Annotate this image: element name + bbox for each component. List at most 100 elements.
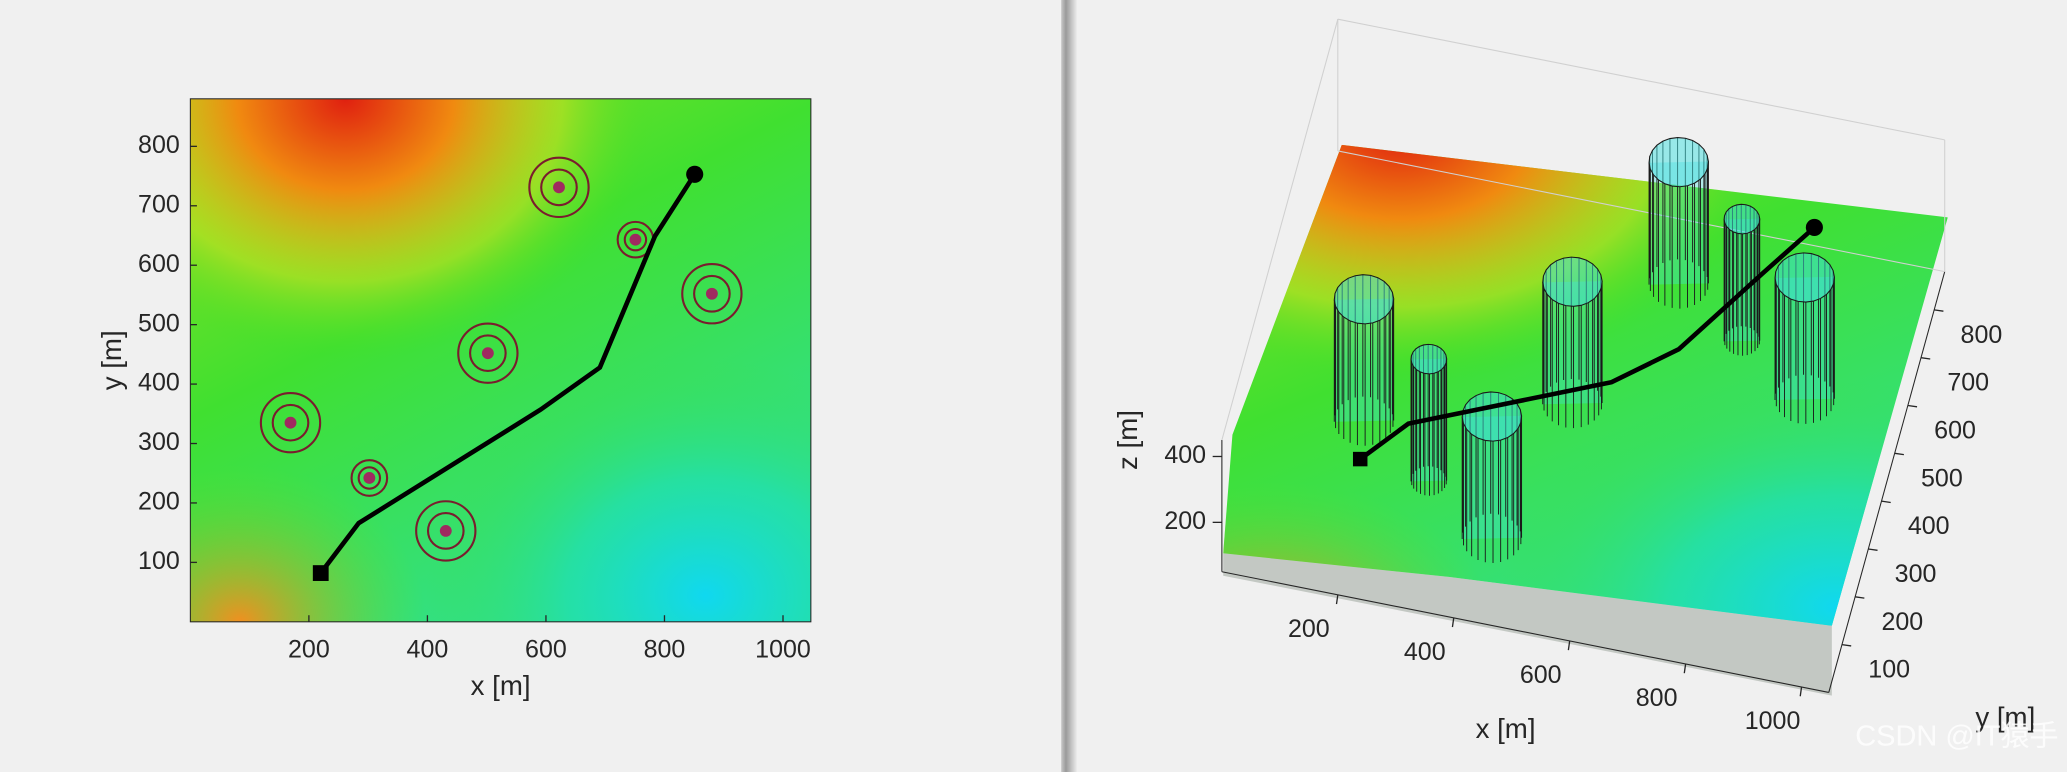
- threat-center: [284, 416, 297, 429]
- threat-center: [705, 287, 718, 300]
- x-tick: [1567, 640, 1571, 651]
- threat-cylinder-lines: [1774, 252, 1835, 424]
- x-tick-label: 800: [1636, 684, 1678, 712]
- threat-cylinder-lines: [1542, 257, 1603, 429]
- path-line: [1358, 225, 1816, 461]
- y-tick-label: 500: [138, 309, 180, 337]
- threat-cylinder-body: [1724, 218, 1760, 342]
- y-tick-label: 300: [138, 428, 180, 456]
- threat-ring: [681, 263, 743, 325]
- y-tick-label: 100: [1868, 656, 1910, 684]
- threat-cylinder-lines: [1461, 391, 1523, 563]
- threat-cylinder-lines: [1333, 274, 1395, 446]
- threat-inner-ring: [357, 466, 382, 490]
- y-tick-label: 600: [138, 250, 180, 278]
- threat-cylinder-body: [1775, 276, 1835, 400]
- threat-ring: [457, 322, 519, 384]
- terrain-map: [190, 98, 811, 622]
- threat-cylinder-top: [1333, 274, 1395, 325]
- axes-box: [189, 98, 812, 623]
- y-tick-label: 300: [1895, 560, 1937, 588]
- threat-ring: [415, 500, 477, 562]
- threat-cylinder-lines: [1648, 137, 1709, 309]
- x-tick: [1335, 594, 1339, 605]
- threat-center: [481, 347, 494, 360]
- x-tick-label: 600: [525, 635, 567, 663]
- threat-center: [363, 472, 376, 484]
- y-tick: [1841, 643, 1852, 647]
- y-tick-label: 400: [138, 369, 180, 397]
- x-tick-label: 400: [407, 635, 449, 663]
- y-tick-label: 700: [138, 190, 180, 218]
- threat-cylinder-body: [1649, 161, 1709, 285]
- start-marker: [1352, 451, 1368, 467]
- threat-cylinder-top: [1774, 252, 1835, 303]
- y-axis-label: y [m]: [1975, 701, 2035, 732]
- threat-cylinder-top: [1648, 137, 1709, 188]
- y-tick: [1934, 309, 1944, 312]
- x-axis-label: x [m]: [471, 670, 531, 701]
- axes-box-edge: [1828, 271, 1946, 693]
- z-axis-label: z [m]: [1112, 410, 1143, 470]
- y-tick-label: 500: [1921, 464, 1963, 492]
- axes-box-edge: [1221, 19, 1339, 441]
- axes-box-edge: [1337, 18, 1945, 141]
- y-tick: [1894, 452, 1904, 456]
- y-tick: [1855, 596, 1865, 599]
- threat-cylinder-body: [1334, 298, 1394, 422]
- x-tick-label: 400: [1404, 638, 1446, 666]
- watermark: CSDN @IT猿手: [1855, 720, 2058, 752]
- x-tick: [1799, 686, 1803, 697]
- y-axis-label: y [m]: [96, 330, 127, 390]
- x-tick-label: 1000: [755, 635, 811, 663]
- threat-cylinder-top: [1410, 343, 1448, 375]
- threat-ring: [528, 156, 590, 219]
- threat-inner-ring: [693, 274, 731, 313]
- x-tick: [1451, 617, 1455, 628]
- threat-cylinder-body: [1462, 415, 1522, 540]
- threat-inner-ring: [540, 168, 578, 207]
- y-tick-label: 400: [1908, 512, 1950, 540]
- x-tick-label: 200: [1288, 615, 1330, 643]
- z-tick-label: 200: [1164, 507, 1206, 535]
- panel-divider: [1061, 0, 1077, 772]
- end-marker: [686, 165, 704, 183]
- axes-box-edge: [1337, 150, 1945, 273]
- axes-box-edge: [1221, 571, 1829, 693]
- threat-ring: [259, 392, 322, 454]
- threat-cylinder-top: [1542, 256, 1603, 307]
- end-marker: [1805, 218, 1823, 236]
- x-tick-label: 200: [288, 635, 330, 663]
- threat-inner-ring: [271, 403, 310, 442]
- y-tick-label: 200: [138, 488, 180, 516]
- x-tick-label: 800: [644, 635, 686, 663]
- y-tick-label: 600: [1934, 416, 1976, 444]
- threat-ring: [350, 459, 389, 497]
- z-tick-label: 400: [1164, 441, 1206, 469]
- y-tick-label: 800: [1961, 321, 2003, 349]
- y-tick-label: 700: [1947, 369, 1989, 397]
- threat-cylinder-top: [1723, 203, 1761, 235]
- threat-center: [439, 524, 452, 537]
- x-tick-label: 1000: [1745, 707, 1801, 735]
- threat-cylinder-body: [1542, 281, 1603, 405]
- y-tick-label: 800: [138, 131, 180, 159]
- start-marker: [312, 565, 329, 581]
- y-tick: [1881, 500, 1891, 504]
- x-tick-label: 600: [1520, 661, 1562, 689]
- threat-center: [553, 181, 565, 194]
- y-tick-label: 200: [1881, 608, 1923, 636]
- path-line: [318, 173, 697, 575]
- y-tick: [1920, 357, 1931, 360]
- threat-cylinder-top: [1461, 391, 1523, 442]
- y-tick-label: 100: [138, 547, 180, 575]
- x-axis-label: x [m]: [1476, 713, 1536, 744]
- threat-inner-ring: [469, 334, 507, 373]
- threat-center: [629, 233, 642, 246]
- threat-inner-ring: [426, 512, 465, 550]
- y-tick: [1907, 404, 1918, 408]
- y-tick: [1868, 548, 1878, 551]
- threat-inner-ring: [623, 227, 648, 252]
- x-tick: [1683, 663, 1687, 674]
